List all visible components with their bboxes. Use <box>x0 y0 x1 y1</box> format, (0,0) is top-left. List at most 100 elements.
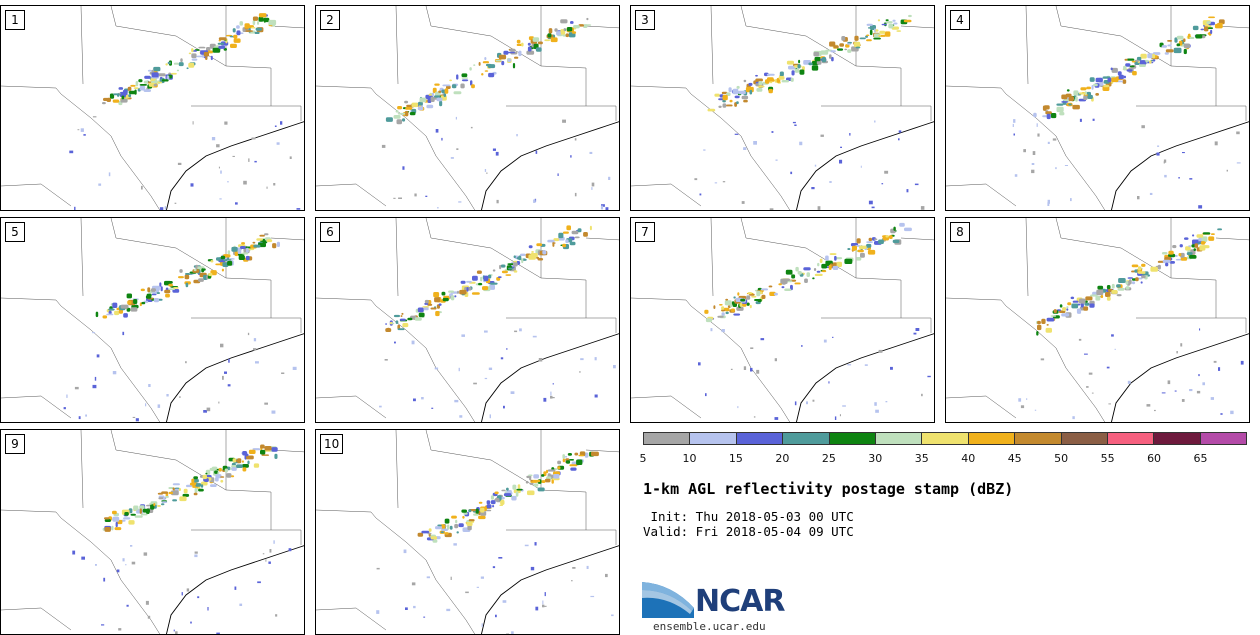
reflectivity-cell <box>473 513 479 516</box>
reflectivity-cell <box>271 447 278 452</box>
reflectivity-cell <box>128 94 132 98</box>
reflectivity-cell <box>1196 234 1204 238</box>
reflectivity-cell <box>877 19 881 22</box>
reflectivity-cell <box>476 586 479 588</box>
reflectivity-cell <box>482 61 489 64</box>
stamp-panel-3: 3 <box>630 5 935 211</box>
reflectivity-cell <box>1059 112 1065 116</box>
reflectivity-cell <box>538 358 543 362</box>
reflectivity-cell <box>239 603 243 606</box>
reflectivity-cell <box>456 531 459 534</box>
state-border <box>1215 237 1249 241</box>
reflectivity-cell <box>528 474 533 477</box>
reflectivity-cell <box>811 187 815 190</box>
reflectivity-cell <box>437 207 439 209</box>
reflectivity-cell <box>1188 245 1192 247</box>
reflectivity-cell <box>532 37 540 42</box>
reflectivity-cell <box>839 43 844 47</box>
reflectivity-cell <box>755 78 763 82</box>
reflectivity-cell <box>557 466 561 470</box>
map-canvas <box>631 218 934 422</box>
reflectivity-cell <box>179 496 187 502</box>
reflectivity-cell <box>1193 248 1196 251</box>
reflectivity-cell <box>761 294 766 299</box>
reflectivity-cell <box>135 81 139 87</box>
reflectivity-cell <box>718 105 722 108</box>
reflectivity-cell <box>1186 252 1193 256</box>
reflectivity-cell <box>722 94 728 101</box>
reflectivity-cell <box>829 181 832 183</box>
reflectivity-cell <box>454 524 459 529</box>
reflectivity-cell <box>1031 163 1035 165</box>
reflectivity-cell <box>202 474 207 480</box>
reflectivity-cell <box>605 573 608 578</box>
reflectivity-cell <box>232 28 236 33</box>
state-border <box>395 218 399 297</box>
reflectivity-cell <box>402 323 409 328</box>
reflectivity-cell <box>235 202 238 205</box>
reflectivity-cell <box>233 34 238 39</box>
reflectivity-cell <box>1026 398 1028 400</box>
reflectivity-cell <box>560 19 568 24</box>
reflectivity-cell <box>425 195 428 197</box>
reflectivity-cell <box>1111 67 1118 73</box>
reflectivity-cell <box>736 306 744 311</box>
reflectivity-cell <box>451 84 457 89</box>
reflectivity-cell <box>505 274 512 276</box>
reflectivity-cell <box>704 309 709 314</box>
reflectivity-cell <box>135 418 139 422</box>
member-label: 2 <box>320 10 340 30</box>
reflectivity-cell <box>456 148 459 150</box>
reflectivity-cell <box>104 519 111 522</box>
reflectivity-cell <box>1162 259 1171 264</box>
reflectivity-cell <box>161 503 165 506</box>
reflectivity-cell <box>497 276 502 278</box>
reflectivity-cell <box>1183 38 1186 43</box>
reflectivity-cell <box>569 459 575 461</box>
reflectivity-cell <box>1236 131 1240 135</box>
state-border <box>585 237 619 241</box>
reflectivity-cell <box>274 453 278 459</box>
reflectivity-cell <box>448 290 454 293</box>
reflectivity-cell <box>879 30 886 34</box>
reflectivity-cell <box>1207 32 1210 35</box>
reflectivity-cell <box>247 460 250 465</box>
reflectivity-cell <box>441 291 446 296</box>
reflectivity-cell <box>525 480 529 484</box>
reflectivity-cell <box>1175 258 1182 261</box>
reflectivity-cell <box>1106 296 1111 301</box>
colorbar-segment <box>968 433 1016 444</box>
reflectivity-cell <box>1136 56 1142 61</box>
reflectivity-cell <box>227 181 229 183</box>
reflectivity-cell <box>492 566 496 569</box>
reflectivity-cell <box>241 242 245 245</box>
init-time: Init: Thu 2018-05-03 00 UTC <box>643 509 854 524</box>
reflectivity-cell <box>1240 360 1244 365</box>
map-canvas <box>946 6 1249 210</box>
reflectivity-cell <box>839 159 843 164</box>
reflectivity-cell <box>153 83 158 87</box>
reflectivity-cell <box>562 454 565 459</box>
reflectivity-cell <box>454 399 459 403</box>
reflectivity-cell <box>572 31 577 34</box>
reflectivity-cell <box>218 166 220 169</box>
reflectivity-cell <box>1047 202 1050 206</box>
reflectivity-cell <box>1152 53 1156 59</box>
reflectivity-cell <box>1080 87 1087 91</box>
reflectivity-cell <box>1196 390 1201 394</box>
reflectivity-cell <box>264 233 269 236</box>
reflectivity-cell <box>1032 151 1036 155</box>
reflectivity-cell <box>849 133 851 136</box>
reflectivity-cell <box>427 532 432 535</box>
reflectivity-cell <box>892 239 900 243</box>
reflectivity-cell <box>554 28 558 32</box>
map-canvas <box>631 6 934 210</box>
reflectivity-cell <box>584 452 589 458</box>
reflectivity-cell <box>562 458 566 463</box>
reflectivity-cell <box>703 149 706 151</box>
reflectivity-cell <box>725 311 729 315</box>
reflectivity-cell <box>1207 27 1214 29</box>
reflectivity-cell <box>480 507 485 513</box>
reflectivity-cell <box>733 313 741 316</box>
reflectivity-cell <box>214 470 218 474</box>
